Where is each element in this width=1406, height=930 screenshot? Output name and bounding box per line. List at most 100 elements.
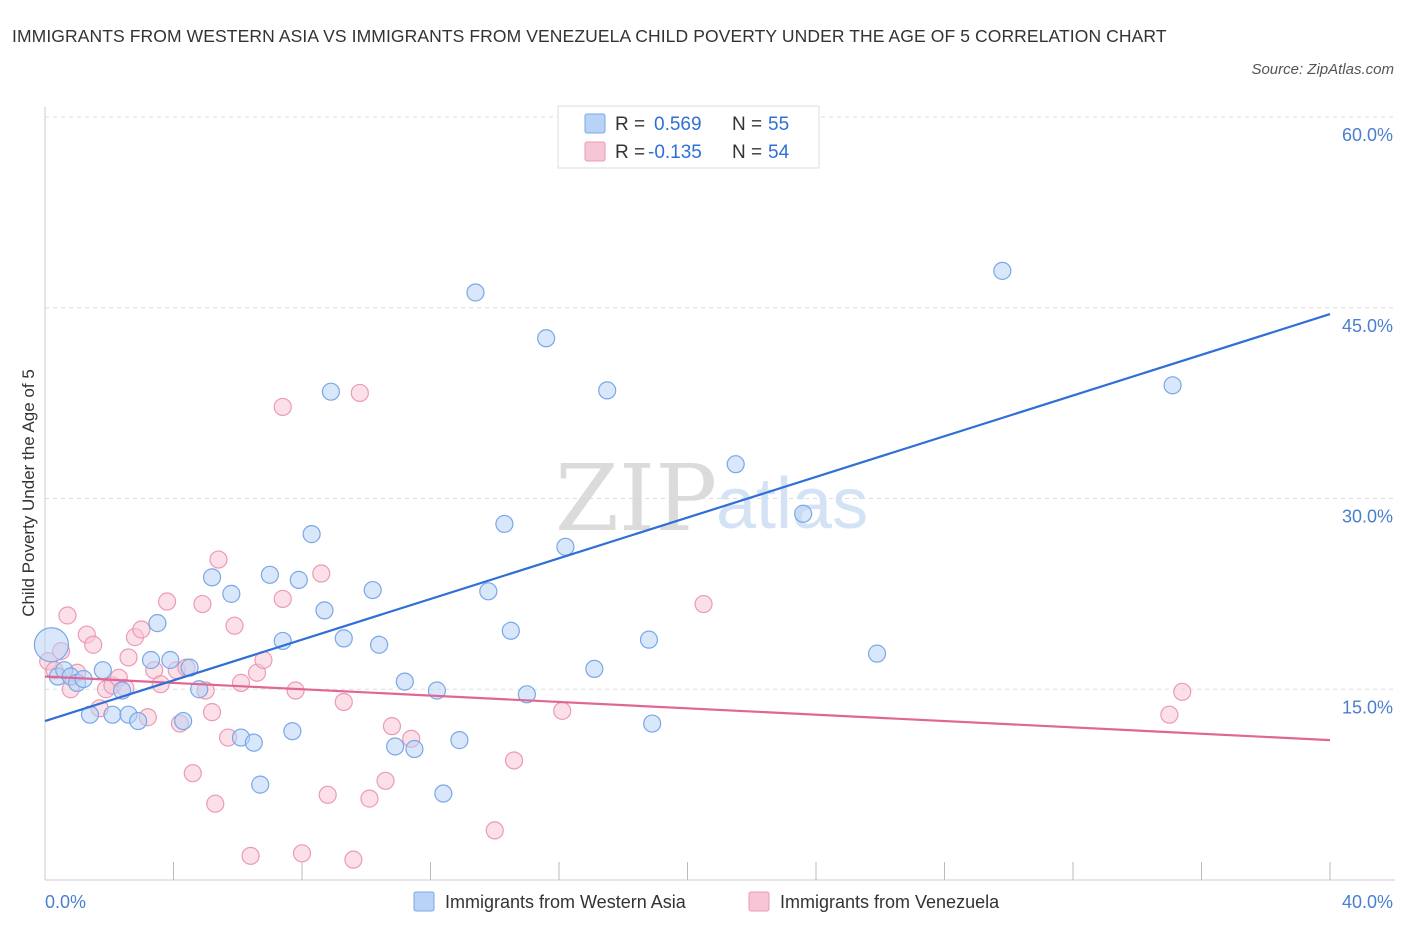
western-asia-point xyxy=(321,382,341,401)
western-asia-point xyxy=(161,650,180,670)
legend-r-value: 0.569 xyxy=(654,114,702,135)
x-tick-label: 40.0% xyxy=(1342,892,1393,912)
legend-swatch-pink xyxy=(584,141,606,162)
venezuela-point xyxy=(485,821,504,840)
western-asia-point xyxy=(260,565,279,584)
venezuela-point xyxy=(157,592,177,611)
venezuela-point xyxy=(206,794,225,813)
y-tick-label: 60.0% xyxy=(1342,125,1393,145)
western-asia-point xyxy=(726,455,745,474)
western-asia-point xyxy=(466,283,485,302)
western-asia-trend-line xyxy=(44,313,1331,723)
venezuela-point xyxy=(334,692,353,712)
bottom-legend-label-western-asia: Immigrants from Western Asia xyxy=(445,892,687,912)
trend-lines xyxy=(44,313,1331,742)
western-asia-point xyxy=(556,537,575,556)
western-asia-point xyxy=(244,733,263,752)
bottom-legend: Immigrants from Western Asia Immigrants … xyxy=(413,891,1000,912)
western-asia-point xyxy=(639,630,659,649)
western-asia-point xyxy=(386,737,405,756)
venezuela-point xyxy=(273,589,292,609)
x-tick-label: 0.0% xyxy=(45,892,86,912)
watermark-zip: ZIP xyxy=(555,445,717,552)
venezuela-point xyxy=(202,703,222,722)
western-asia-point xyxy=(434,784,453,803)
western-asia-point xyxy=(103,705,122,724)
western-asia-point xyxy=(501,621,520,640)
chart-title: IMMIGRANTS FROM WESTERN ASIA VS IMMIGRAN… xyxy=(12,26,1167,46)
venezuela-point xyxy=(119,648,138,667)
western-asia-point xyxy=(141,650,161,670)
watermark: ZIP atlas xyxy=(555,445,868,552)
western-asia-point xyxy=(129,711,148,731)
western-asia-point xyxy=(283,722,302,741)
venezuela-point xyxy=(360,789,379,808)
venezuela-point xyxy=(292,844,312,863)
venezuela-point xyxy=(1160,705,1179,724)
western-asia-point xyxy=(585,659,604,679)
western-asia-point xyxy=(93,661,112,680)
legend-n-label: N = xyxy=(732,142,762,163)
western-asia-point xyxy=(450,731,469,750)
legend-r-label: R = xyxy=(615,142,645,163)
venezuela-point xyxy=(1173,682,1192,701)
venezuela-point xyxy=(84,635,103,654)
legend-r-value: -0.135 xyxy=(648,142,702,163)
venezuela-points xyxy=(39,383,1192,869)
western-asia-point xyxy=(174,711,193,731)
western-asia-point xyxy=(251,775,270,794)
western-asia-point xyxy=(794,504,813,523)
venezuela-point xyxy=(231,673,251,692)
venezuela-point xyxy=(350,383,369,403)
venezuela-trend-line xyxy=(44,675,1331,742)
venezuela-point xyxy=(273,397,292,417)
venezuela-point xyxy=(241,846,260,865)
western-asia-point xyxy=(148,614,167,633)
venezuela-point xyxy=(694,594,713,614)
western-asia-point xyxy=(222,584,241,603)
venezuela-point xyxy=(183,764,202,783)
western-asia-point xyxy=(370,635,389,654)
source-label: Source: ZipAtlas.com xyxy=(1251,61,1394,78)
western-asia-point xyxy=(302,525,321,544)
venezuela-point xyxy=(209,550,228,569)
western-asia-point xyxy=(495,514,514,534)
western-asia-point xyxy=(643,714,662,733)
western-asia-point xyxy=(867,644,887,663)
venezuela-point xyxy=(376,771,395,790)
venezuela-point xyxy=(344,850,363,869)
legend-n-label: N = xyxy=(732,114,762,135)
y-tick-label: 45.0% xyxy=(1342,316,1393,336)
western-asia-point xyxy=(289,570,308,589)
western-asia-point xyxy=(202,568,222,587)
western-asia-point xyxy=(993,261,1012,280)
western-asia-point xyxy=(1163,376,1182,395)
legend-r-label: R = xyxy=(615,114,645,135)
western-asia-point xyxy=(598,381,617,400)
top-legend: R = 0.569 N = 55 R = -0.135 N = 54 xyxy=(557,105,820,169)
y-axis-title: Child Poverty Under the Age of 5 xyxy=(19,369,38,617)
venezuela-point xyxy=(132,620,151,639)
western-asia-point xyxy=(33,627,70,663)
western-asia-point xyxy=(363,580,382,600)
western-asia-point xyxy=(479,582,498,601)
tick-labels: 15.0% 30.0% 45.0% 60.0% 0.0% 40.0% xyxy=(45,125,1393,912)
venezuela-point xyxy=(58,606,77,625)
venezuela-point xyxy=(225,616,244,635)
western-asia-point xyxy=(315,601,334,620)
venezuela-point xyxy=(286,681,305,700)
y-tick-label: 30.0% xyxy=(1342,507,1393,527)
bottom-legend-swatch-blue xyxy=(413,891,435,912)
western-asia-point xyxy=(334,629,353,648)
western-asia-point xyxy=(537,329,556,348)
western-asia-point xyxy=(517,685,536,704)
bottom-legend-swatch-pink xyxy=(748,891,770,912)
legend-swatch-blue xyxy=(584,113,606,134)
legend-n-value: 54 xyxy=(768,142,790,163)
venezuela-point xyxy=(553,701,572,720)
grid-lines xyxy=(45,116,1395,690)
axes xyxy=(44,107,1395,881)
western-asia-points xyxy=(33,261,1182,803)
watermark-atlas: atlas xyxy=(716,464,868,544)
